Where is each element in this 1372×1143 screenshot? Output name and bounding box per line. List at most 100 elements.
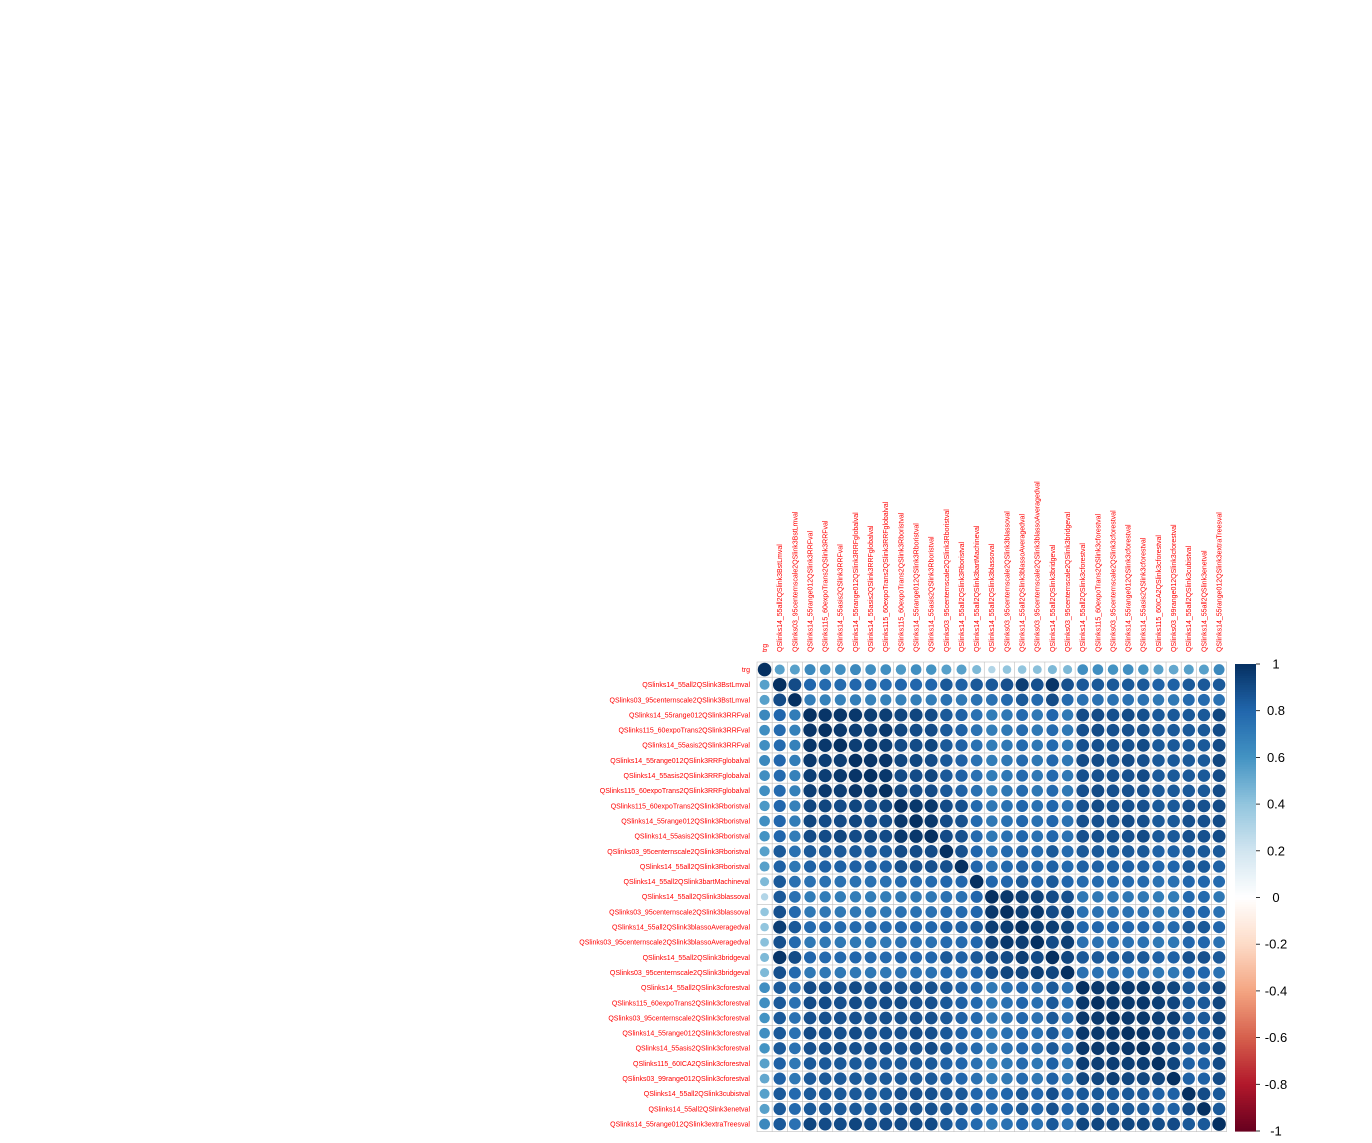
corr-circle (986, 1072, 998, 1085)
row-label: QSlinks14_55all2QSlink3blassoval (642, 894, 751, 901)
corr-circle (986, 815, 998, 827)
corr-circle (1015, 1087, 1029, 1101)
corr-circle (955, 890, 968, 903)
colorbar-segment (1235, 958, 1256, 962)
colorbar-segment (1235, 787, 1256, 791)
corr-circle (1106, 845, 1120, 858)
colorbar-segment (1235, 797, 1256, 801)
corr-circle (1151, 981, 1166, 995)
corr-circle (760, 877, 770, 887)
corr-circle (895, 966, 907, 979)
corr-circle (773, 1117, 786, 1131)
corr-circle (1212, 723, 1226, 737)
corr-circle (1091, 1026, 1105, 1040)
corr-circle (834, 936, 847, 949)
corr-circle (1121, 1117, 1135, 1131)
corr-circle (1151, 1041, 1166, 1055)
corr-circle (1046, 769, 1059, 782)
corr-circle (1106, 951, 1120, 964)
corr-circle (1151, 1072, 1165, 1086)
corr-circle (924, 1011, 938, 1025)
corr-circle (1197, 723, 1211, 737)
colorbar-segment (1235, 867, 1256, 871)
colorbar-segment (1235, 736, 1256, 740)
colorbar-segment (1235, 1112, 1256, 1116)
colorbar-segment (1235, 780, 1256, 784)
corr-circle (833, 814, 847, 828)
colorbar-segment (1235, 832, 1256, 836)
corr-circle (1076, 694, 1089, 706)
corr-circle (955, 1117, 968, 1131)
colorbar-segment (1235, 1077, 1256, 1081)
corr-circle (970, 739, 983, 752)
corr-circle (773, 739, 786, 752)
corr-circle (1167, 875, 1180, 888)
corr-circle (880, 936, 892, 949)
colorbar-segment (1235, 1032, 1256, 1036)
corr-circle (895, 936, 907, 949)
corr-circle (1137, 678, 1150, 691)
corr-circle (760, 937, 769, 947)
corr-circle (940, 678, 953, 691)
corr-circle (1106, 708, 1120, 722)
colorbar-segment (1235, 993, 1256, 997)
corr-circle (1091, 738, 1105, 752)
corr-circle (773, 935, 787, 949)
corr-circle (773, 1072, 786, 1085)
corr-circle (970, 799, 983, 812)
corr-circle (970, 1102, 983, 1115)
corr-circle (773, 950, 787, 965)
corr-circle (864, 1072, 877, 1085)
corr-circle (909, 814, 923, 828)
corr-circle (849, 891, 862, 903)
corr-circle (803, 814, 817, 828)
corr-circle (940, 951, 953, 964)
corr-circle (970, 966, 983, 979)
corr-circle (879, 1011, 893, 1025)
row-label: QSlinks115_60ICA2QSlink3cforestval (633, 1061, 750, 1068)
corr-circle (1046, 1087, 1059, 1101)
column-label: QSlinks03_95centernscale2QSlink3bridgeva… (1065, 511, 1072, 652)
corr-circle (940, 920, 953, 934)
corr-circle (939, 844, 954, 859)
corr-circle (1046, 1011, 1059, 1025)
corr-circle (910, 664, 922, 675)
colorbar-segment (1235, 981, 1256, 985)
corr-circle (1091, 769, 1105, 782)
corr-circle (1106, 921, 1120, 934)
corr-circle (833, 981, 847, 995)
row-label: QSlinks14_55asis2QSlink3Rboristval (634, 834, 750, 841)
colorbar-segment (1235, 715, 1256, 719)
corr-circle (925, 921, 938, 934)
corr-circle (895, 664, 907, 675)
corr-circle (1061, 950, 1075, 964)
column-label: QSlinks115_60expoTrans2QSlink3RRFval (823, 520, 830, 652)
corr-circle (1121, 754, 1135, 767)
corr-circle (894, 844, 908, 858)
colorbar-segment (1235, 766, 1256, 770)
corr-circle (1197, 996, 1211, 1010)
corr-circle (1091, 1041, 1105, 1055)
corr-circle (1031, 830, 1044, 843)
corr-circle (1121, 723, 1135, 737)
corr-circle (909, 1057, 923, 1070)
corr-circle (773, 1087, 786, 1101)
corr-circle (955, 799, 968, 813)
corr-circle (803, 784, 817, 798)
corr-circle (956, 664, 967, 675)
corr-circle (986, 981, 998, 994)
corr-circle (804, 891, 816, 903)
corr-circle (1031, 785, 1044, 797)
corr-circle (986, 1012, 998, 1024)
corr-circle (1152, 1117, 1165, 1131)
corr-circle (1182, 966, 1195, 979)
corr-circle (1107, 875, 1120, 888)
colorbar-tick-label: 1 (1272, 657, 1279, 672)
corr-circle (955, 845, 968, 858)
corr-circle (1197, 769, 1211, 782)
corr-circle (970, 709, 983, 721)
corr-circle (1015, 935, 1029, 949)
corr-circle (1182, 678, 1196, 691)
corr-circle (863, 768, 878, 783)
corr-circle (955, 678, 968, 691)
